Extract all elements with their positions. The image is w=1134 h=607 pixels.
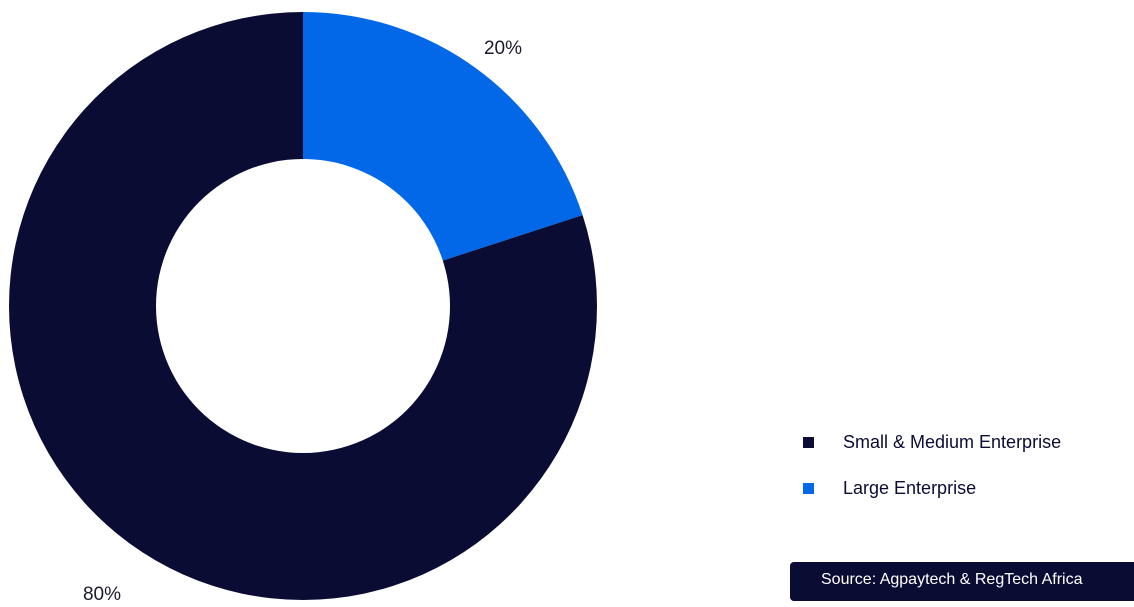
- value-label-small-medium-enterprise: 80%: [83, 584, 121, 605]
- slice-large-enterprise: [303, 12, 583, 261]
- legend-item-large-enterprise: Large Enterprise: [803, 476, 1134, 500]
- donut-slices: [8, 12, 597, 600]
- chart-legend: Small & Medium Enterprise Large Enterpri…: [803, 430, 1134, 522]
- source-box: Source: Agpaytech & RegTech Africa: [790, 562, 1134, 601]
- legend-item-small-medium-enterprise: Small & Medium Enterprise: [803, 430, 1134, 454]
- source-text: Source: Agpaytech & RegTech Africa: [821, 571, 1083, 588]
- legend-label-small-medium-enterprise: Small & Medium Enterprise: [843, 431, 1062, 452]
- slice-small-medium-enterprise: [8, 12, 597, 600]
- legend-label-large-enterprise: Large Enterprise: [843, 477, 977, 498]
- donut-value-labels: 20% 80%: [83, 38, 522, 605]
- value-label-large-enterprise: 20%: [484, 38, 522, 59]
- legend-swatch-small-medium-enterprise: [803, 436, 814, 448]
- legend-swatch-large-enterprise: [803, 482, 814, 494]
